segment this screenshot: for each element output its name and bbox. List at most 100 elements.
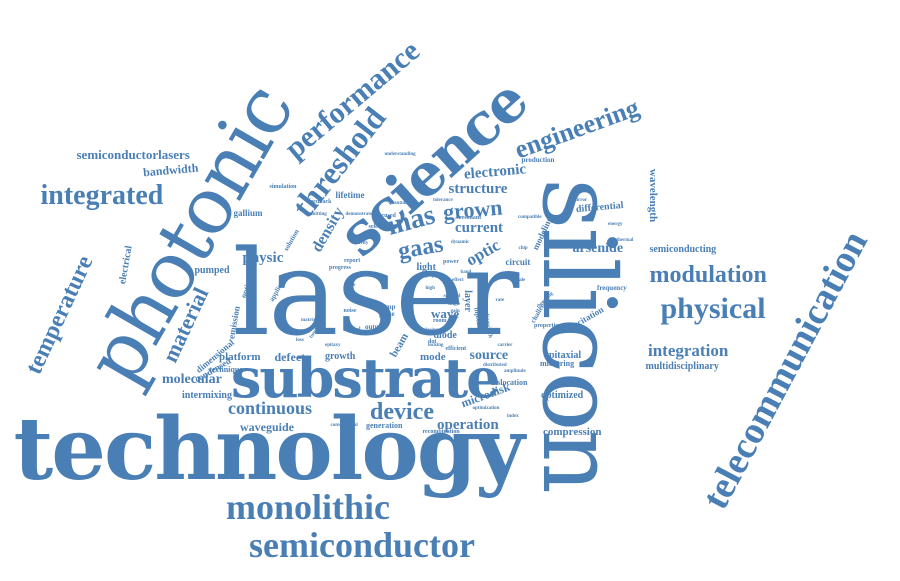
word-production: production xyxy=(521,155,555,164)
word-wave: wave xyxy=(431,305,460,321)
word-technique: technique xyxy=(209,365,243,374)
word-molecular: molecular xyxy=(162,372,222,387)
word-operation: operation xyxy=(437,416,499,433)
word-mode: mode xyxy=(420,350,446,363)
word-physic: physic xyxy=(242,249,284,266)
word-cavity: cavity xyxy=(355,240,369,246)
word-properties: properties xyxy=(534,323,561,329)
word-integrated: integrated xyxy=(40,180,164,211)
word-device: device xyxy=(370,399,434,425)
word-microring: microring xyxy=(540,359,575,368)
word-resonant: resonant xyxy=(459,215,482,221)
word-growth: growth xyxy=(325,351,356,362)
word-energy: energy xyxy=(608,221,623,227)
word-semiconductor: semiconductor xyxy=(249,525,475,565)
word-matrix: matrix xyxy=(301,317,316,323)
word-epitaxy: epitaxy xyxy=(325,342,341,348)
word-recombination: recombination xyxy=(422,429,460,435)
word-scale: scale xyxy=(515,277,526,283)
word-efficient: efficient xyxy=(445,346,467,352)
word-carrier: carrier xyxy=(497,342,513,348)
word-demonstrated: demonstrated xyxy=(345,211,375,217)
word-output: output xyxy=(365,322,385,331)
word-engineering: engineering xyxy=(510,92,643,165)
word-large: large xyxy=(344,282,356,288)
word-epitaxial: epitaxial xyxy=(544,350,582,361)
word-structure: structure xyxy=(448,180,508,197)
word-lifetime: lifetime xyxy=(335,189,365,200)
word-optimized: optimized xyxy=(541,390,584,401)
word-mirror: mirror xyxy=(572,197,588,203)
word-technology: technology xyxy=(13,399,525,500)
word-selective: selective xyxy=(368,224,390,230)
word-understanding: understanding xyxy=(384,151,416,157)
word-continuous: continuous xyxy=(228,398,313,418)
word-monolithic: monolithic xyxy=(226,487,391,527)
word-layer: layer xyxy=(461,290,473,312)
word-conventional: conventional xyxy=(330,422,358,428)
word-signal: signal xyxy=(345,327,361,333)
word-compression: compression xyxy=(543,425,602,438)
word-platform: platform xyxy=(219,350,261,363)
word-index: index xyxy=(507,413,519,419)
word-pulse: pulse xyxy=(379,309,395,318)
word-area: area xyxy=(347,294,357,300)
word-semiconducting: semiconducting xyxy=(649,244,717,255)
word-current: current xyxy=(455,219,504,236)
word-distributed: distributed xyxy=(483,362,507,368)
word-chip: chip xyxy=(518,245,528,251)
word-compatible: compatible xyxy=(518,214,542,220)
word-high: high xyxy=(425,285,435,291)
word-gain: gain xyxy=(450,308,460,314)
word-diode: diode xyxy=(433,330,457,341)
word-locking: locking xyxy=(428,342,444,348)
word-dot: dot xyxy=(428,339,437,345)
word-rate: rate xyxy=(495,297,505,303)
word-report: report xyxy=(344,258,361,264)
word-noise: noise xyxy=(343,308,357,314)
word-band: band xyxy=(460,269,472,275)
word-quantum: quantum xyxy=(388,200,408,206)
word-optimization: optimization xyxy=(472,405,500,411)
word-defect: defect xyxy=(274,350,306,364)
word-substrate: substrate xyxy=(231,346,501,410)
word-circuit: circuit xyxy=(505,256,531,267)
word-paper: paper xyxy=(425,272,441,278)
word-arsenide: arsenide xyxy=(572,241,624,256)
word-lasing: lasing xyxy=(425,327,439,333)
word-power: power xyxy=(443,259,459,265)
word-simulation: simulation xyxy=(269,184,297,190)
word-gallium: gallium xyxy=(233,207,263,218)
word-room: room xyxy=(433,318,447,324)
word-tolerance: tolerance xyxy=(433,197,453,203)
word-thermal: thermal xyxy=(616,237,634,243)
word-generation: generation xyxy=(366,421,403,430)
word-pumped: pumped xyxy=(194,265,230,276)
word-frequency: frequency xyxy=(597,283,627,292)
word-source: source xyxy=(469,348,509,363)
word-integration: integration xyxy=(648,340,729,360)
word-emitting: emitting xyxy=(309,211,327,217)
word-electronic: electronic xyxy=(463,160,527,183)
word-spectral: spectral xyxy=(443,293,461,299)
word-physical: physical xyxy=(660,292,766,325)
word-dislocation: dislocation xyxy=(490,378,528,387)
word-wavelength: wavelength xyxy=(646,168,659,222)
word-single: single xyxy=(448,301,461,307)
word-semiconductorlasers: semiconductorlasers xyxy=(76,146,190,162)
word-loss: loss xyxy=(296,337,304,343)
word-dynamic: dynamic xyxy=(451,239,470,245)
word-light: light xyxy=(416,262,436,273)
word-waveguide: waveguide xyxy=(240,420,294,434)
word-multidisciplinary: multidisciplinary xyxy=(645,361,719,372)
word-progress: progress xyxy=(329,265,351,271)
word-laser: laser xyxy=(232,224,520,362)
word-intermixing: intermixing xyxy=(182,390,232,401)
word-feedback: feedback xyxy=(308,199,332,205)
word-pump: pump xyxy=(378,302,396,311)
word-focused: focused xyxy=(376,213,396,219)
word-amplitude: amplitude xyxy=(504,368,526,374)
word-modulation: modulation xyxy=(649,262,767,288)
word-effect: effect xyxy=(452,277,464,283)
